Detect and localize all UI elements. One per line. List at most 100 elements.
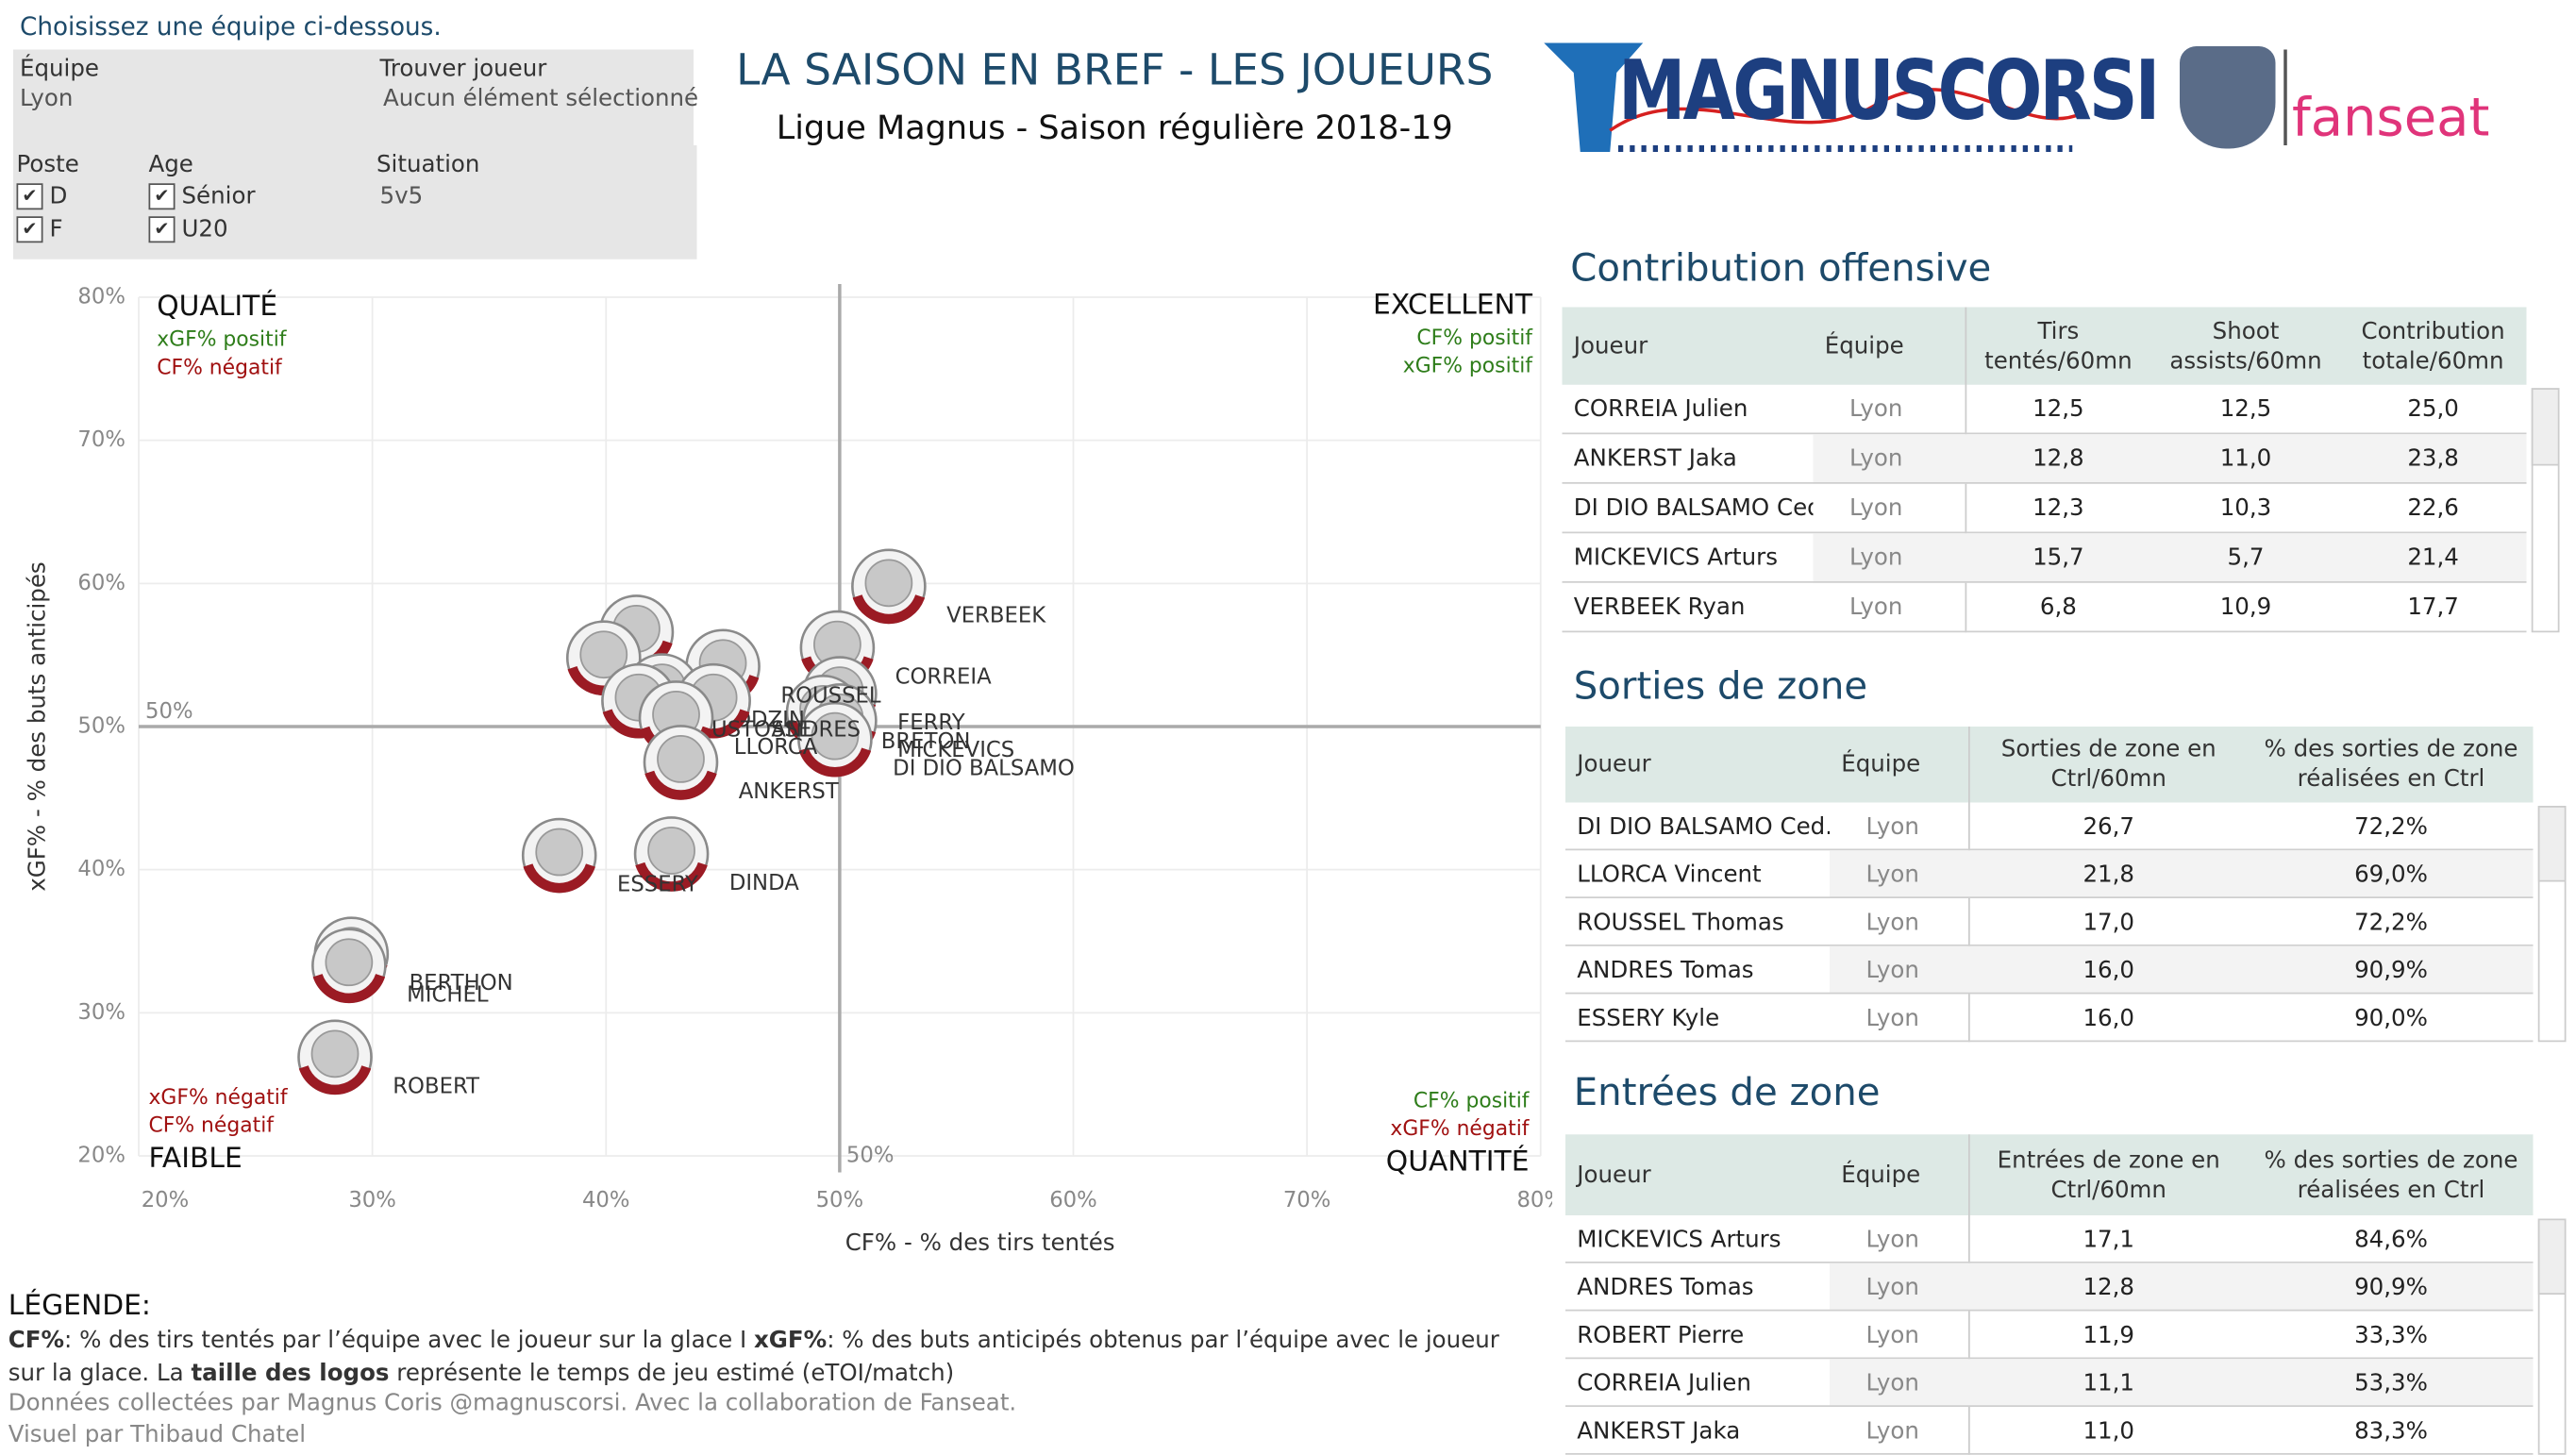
filter-value[interactable]: Aucun élément sélectionné [383, 86, 699, 112]
row-border [1562, 581, 2527, 583]
checkbox[interactable]: ✔ D [16, 183, 68, 210]
table-header [1565, 1134, 2534, 1215]
checkbox-label: D [49, 183, 68, 210]
x-tick-label: 30% [348, 1188, 396, 1212]
table-cell: 21,8 [2083, 861, 2135, 888]
filter-panel [13, 145, 697, 259]
table-cell: 10,3 [2219, 495, 2272, 522]
logo-inner [864, 559, 913, 608]
table-cell: 11,0 [2083, 1417, 2135, 1445]
table-cell: ESSERY Kyle [1577, 1004, 1720, 1031]
column-header: Joueur [1573, 332, 1648, 360]
y-tick-label: 40% [77, 857, 125, 881]
row-band [1830, 1359, 2534, 1407]
table-cell: 6,8 [2039, 594, 2077, 621]
table-cell: ROBERT Pierre [1577, 1321, 1745, 1348]
legend-title: LÉGENDE: [8, 1289, 151, 1323]
table-cell: 21,4 [2407, 544, 2459, 572]
quadrant-note: CF% positif [1413, 1089, 1531, 1112]
filter-prompt: Choisissez une équipe ci-dessous. [20, 11, 442, 42]
legend-term: taille des logos [191, 1361, 390, 1387]
point-label: ROBERT [393, 1074, 479, 1098]
scrollbar-thumb[interactable] [2537, 806, 2567, 882]
table-cell: 12,8 [2032, 445, 2084, 473]
filter-label: Trouver joueur [379, 56, 547, 83]
point-label: BRETON [881, 729, 971, 754]
legend-def: représente le temps de jeu estimé (eTOI/… [389, 1361, 955, 1387]
quadrant-title: QUALITÉ [157, 289, 277, 323]
legend-def: : % des tirs tentés par l’équipe avec le… [64, 1328, 754, 1354]
table-cell: LLORCA Vincent [1577, 861, 1762, 888]
point-label: VERBEEK [946, 603, 1046, 627]
table-cell: Lyon [1865, 1004, 1919, 1031]
player-logo [311, 928, 387, 1004]
legend-def: : % des buts anticipés obtenus par l’équ… [8, 1328, 1499, 1387]
credit: Visuel par Thibaud Chatel [8, 1421, 307, 1448]
logo-art [1544, 42, 2082, 152]
point-label: ANKERST [739, 779, 839, 804]
filter-value[interactable]: Lyon [20, 86, 74, 112]
y-tick-label: 30% [77, 1000, 125, 1025]
point-label: DI DIO BALSAMO [893, 757, 1075, 781]
row-border [1562, 432, 2527, 435]
table-cell: ANKERST Jaka [1573, 445, 1737, 473]
logo-band [298, 1064, 372, 1095]
reference-label: 50% [846, 1144, 895, 1168]
y-tick-label: 50% [77, 714, 125, 739]
league-logo [2180, 46, 2276, 149]
filter-label: Poste [16, 152, 79, 178]
table-cell: 90,9% [2354, 1274, 2428, 1301]
checkbox[interactable]: ✔ Sénior [148, 183, 256, 210]
row-border [1565, 992, 2534, 995]
table-cell: Lyon [1865, 957, 1919, 984]
table-cell: Lyon [1865, 1321, 1919, 1348]
quadrant-note: CF% négatif [149, 1114, 276, 1138]
point-label: ESSERY [617, 873, 698, 897]
point-label: BERTHON [410, 971, 513, 995]
player-logo [297, 1019, 373, 1095]
logo: MAGNUSCORSI [1544, 40, 2160, 156]
logo-band [644, 770, 717, 800]
checkbox[interactable]: ✔ U20 [148, 216, 228, 243]
y-axis-title: xGF% - % des buts anticipés [23, 561, 50, 891]
checkbox[interactable]: ✔ F [16, 216, 63, 243]
point-label: CUSTOSSE [696, 718, 811, 743]
table-cell: ROUSSEL Thomas [1577, 909, 1784, 936]
row-border [1565, 1357, 2534, 1360]
table-cell: 16,0 [2083, 1004, 2135, 1031]
logo-inner [310, 1029, 360, 1079]
table-cell: 17,1 [2083, 1226, 2135, 1253]
table-cell: CORREIA Julien [1573, 396, 1748, 423]
scrollbar-thumb[interactable] [2537, 1218, 2567, 1295]
table-cell: 90,9% [2354, 957, 2428, 984]
table-cell: 33,3% [2354, 1321, 2428, 1348]
table-cell: 16,0 [2083, 957, 2135, 984]
title: LA SAISON EN BREF - LES JOUEURS [736, 46, 1494, 96]
logo-band [635, 861, 708, 892]
point-label: DINDA [729, 871, 799, 895]
table-cell: Lyon [1849, 544, 1903, 572]
quadrant-note: xGF% négatif [149, 1086, 289, 1110]
row-band [1813, 533, 2527, 583]
quadrant-note: xGF% positif [1403, 355, 1534, 378]
scrollbar-thumb[interactable] [2531, 388, 2560, 466]
legend-term: CF% [8, 1328, 65, 1354]
y-tick-label: 70% [77, 427, 125, 452]
table-cell: Lyon [1865, 1369, 1919, 1396]
column-header: Équipe [1824, 332, 1904, 360]
y-tick-label: 60% [77, 571, 125, 595]
logo-text: MAGNUSCORSI [1618, 42, 2160, 140]
player-logo [797, 701, 873, 778]
table-cell: 15,7 [2032, 544, 2084, 572]
table-cell: 22,6 [2407, 495, 2459, 522]
table-cell: MICKEVICS Arturs [1573, 544, 1779, 572]
logo-inner [579, 630, 628, 679]
table-header [1562, 307, 2527, 385]
table-cell: 10,9 [2219, 594, 2272, 621]
quadrant-note: xGF% négatif [1390, 1117, 1530, 1141]
logo-band [852, 594, 926, 625]
filter-value[interactable]: 5v5 [379, 183, 424, 210]
player-logo [633, 816, 710, 892]
table-cell: ANKERST Jaka [1577, 1417, 1741, 1445]
table-title: Entrées de zone [1573, 1071, 1881, 1115]
